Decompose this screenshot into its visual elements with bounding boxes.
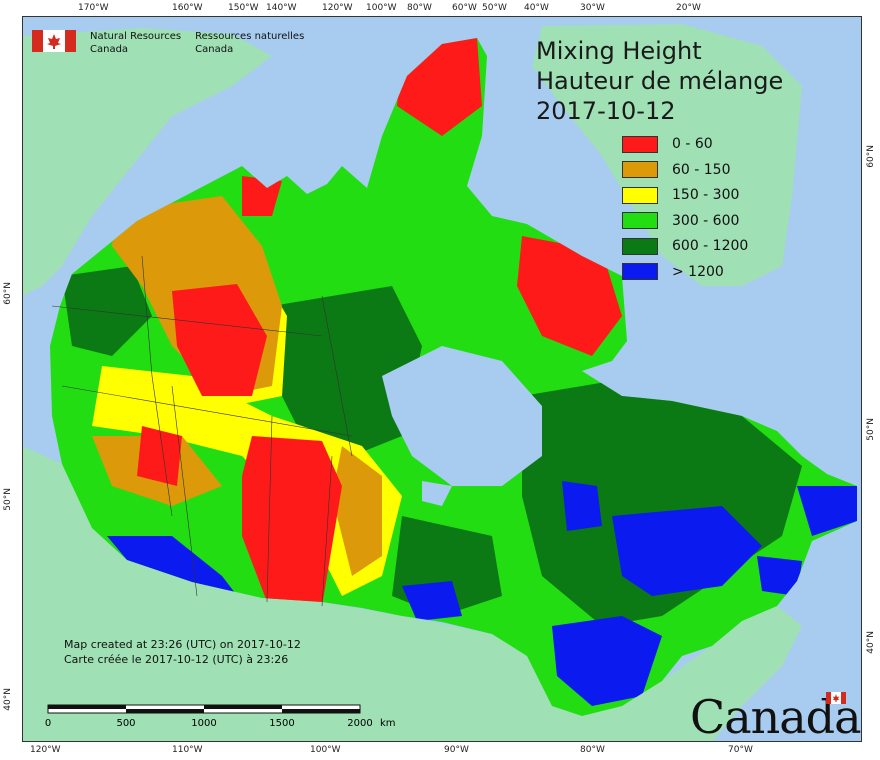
field-0-60-great-slave (172, 284, 267, 396)
credit-fr: Carte créée le 2017-10-12 (UTC) à 23:26 (64, 653, 289, 666)
tick-bottom-110w: 110°W (172, 745, 203, 755)
map-border (22, 16, 862, 742)
legend: 0 - 60 60 - 150 150 - 300 300 - 600 600 … (622, 133, 748, 286)
tick-top-100w: 100°W (366, 3, 397, 13)
greenland (532, 24, 802, 286)
nrcan-signature: Natural Resources Canada Ressources natu… (32, 30, 304, 56)
legend-label: 0 - 60 (672, 136, 713, 152)
legend-label: 60 - 150 (672, 161, 731, 178)
tick-top-40w: 40°W (524, 3, 549, 13)
field-gt1200-lakes (402, 581, 462, 621)
boundary-lines (51, 255, 353, 607)
agency-fr-line1: Ressources naturelles (195, 31, 305, 42)
field-600-1200-central (272, 286, 422, 456)
legend-swatch (622, 161, 658, 178)
scale-bar: 0 500 1000 1500 2000 km (45, 704, 396, 729)
tick-left-40n: 40°N (3, 688, 13, 711)
field-60-150-sask (332, 446, 382, 576)
tick-left-60n: 60°N (3, 282, 13, 305)
legend-item: 150 - 300 (622, 184, 748, 206)
wordmark-flag-icon (826, 692, 846, 704)
james-bay (422, 481, 452, 506)
legend-item: 0 - 60 (622, 133, 748, 155)
legend-label: > 1200 (672, 263, 724, 280)
tick-bottom-80w: 80°W (580, 745, 605, 755)
legend-swatch (622, 263, 658, 280)
legend-item: 600 - 1200 (622, 235, 748, 257)
scale-label-0: 0 (45, 718, 51, 729)
tick-bottom-90w: 90°W (444, 745, 469, 755)
title-fr: Hauteur de mélange (536, 67, 784, 95)
field-gt1200-james (562, 481, 602, 531)
legend-item: 300 - 600 (622, 210, 748, 232)
scale-label-1500: 1500 (269, 718, 294, 729)
tick-right-60n: 60°N (866, 145, 876, 168)
field-gt1200-maritimes (757, 556, 802, 596)
tick-top-30w: 30°W (580, 3, 605, 13)
field-gt1200-ontario (552, 616, 662, 706)
tick-top-50w: 50°W (482, 3, 507, 13)
field-0-60-alberta (242, 436, 342, 606)
tick-left-50n: 50°N (3, 488, 13, 511)
scale-label-2000: 2000 (347, 718, 372, 729)
field-gt1200-nfld (797, 486, 857, 536)
field-gt1200-quebec (612, 506, 762, 596)
field-gt1200-bc (107, 536, 242, 602)
legend-item: 60 - 150 (622, 159, 748, 181)
agency-en-line1: Natural Resources (90, 31, 182, 42)
field-600-1200-yukon (62, 266, 152, 356)
legend-label: 150 - 300 (672, 187, 740, 203)
legend-label: 300 - 600 (672, 212, 740, 229)
legend-swatch (622, 186, 658, 204)
scale-label-1000: 1000 (191, 718, 216, 729)
field-0-60-baffin (517, 236, 622, 356)
field-0-60-banks (242, 176, 282, 216)
legend-label: 600 - 1200 (672, 238, 749, 254)
tick-top-60w: 60°W (452, 3, 477, 13)
tick-bottom-120w: 120°W (30, 745, 61, 755)
agency-en-line2: Canada (90, 44, 129, 55)
scale-label-500: 500 (116, 718, 135, 729)
map-title: Mixing Height Hauteur de mélange 2017-10… (536, 36, 783, 126)
usa (22, 446, 802, 742)
title-date: 2017-10-12 (536, 97, 676, 125)
tick-top-20w: 20°W (676, 3, 701, 13)
scale-unit: km (380, 718, 396, 729)
tick-top-160w: 160°W (172, 3, 203, 13)
tick-top-150w: 150°W (228, 3, 259, 13)
tick-top-120w: 120°W (322, 3, 353, 13)
legend-swatch (622, 135, 658, 153)
tick-right-50n: 50°N (866, 418, 876, 441)
tick-right-40n: 40°N (866, 631, 876, 654)
agency-name-fr: Ressources naturelles Canada (195, 30, 304, 56)
title-en: Mixing Height (536, 37, 702, 65)
tick-top-140w: 140°W (266, 3, 297, 13)
legend-item: > 1200 (622, 261, 748, 283)
tick-bottom-70w: 70°W (728, 745, 753, 755)
hudson-bay (382, 346, 542, 486)
map-canvas (22, 16, 862, 742)
tick-bottom-100w: 100°W (310, 745, 341, 755)
tick-top-80w: 80°W (407, 3, 432, 13)
canada-flag-icon (32, 30, 76, 52)
credit-en: Map created at 23:26 (UTC) on 2017-10-12 (64, 638, 301, 651)
field-0-60-bc (137, 426, 182, 486)
tick-top-170w: 170°W (78, 3, 109, 13)
agency-fr-line2: Canada (195, 44, 234, 55)
alaska (22, 28, 272, 296)
agency-name-en: Natural Resources Canada (90, 30, 181, 56)
map-credit: Map created at 23:26 (UTC) on 2017-10-12… (64, 637, 301, 667)
legend-swatch (622, 237, 658, 255)
legend-swatch (622, 212, 658, 229)
